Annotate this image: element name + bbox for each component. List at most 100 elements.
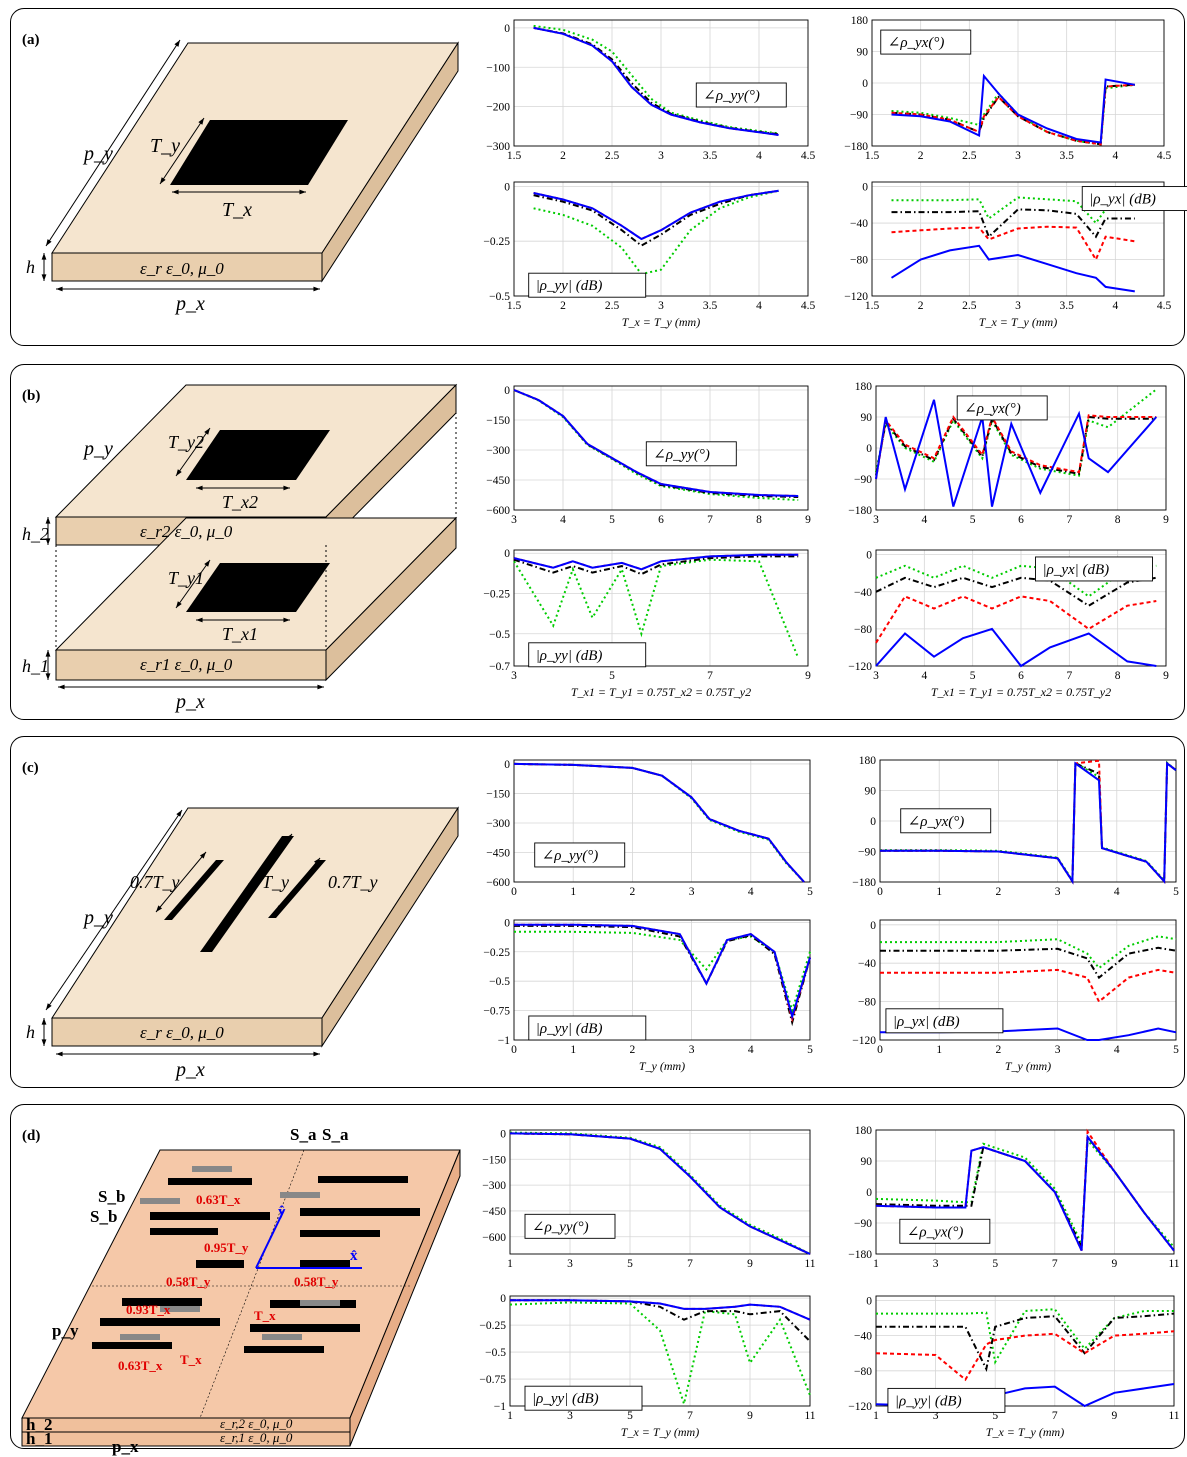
x-tick-label: 3.5 — [1059, 150, 1074, 162]
x-tick-label: 3 — [1015, 300, 1021, 312]
arrow-head — [160, 177, 166, 184]
conductor-bar — [300, 1208, 420, 1216]
arrow-head — [246, 883, 253, 890]
y-tick-label: −300 — [482, 1180, 506, 1192]
x-tick-label: 4 — [560, 514, 566, 526]
x-axis-label: T_x = T_y (mm) — [979, 315, 1057, 329]
x-tick-label: 4 — [1112, 150, 1118, 162]
x-axis-label: T_x = T_y (mm) — [621, 1425, 699, 1439]
y-tick-label: −120 — [844, 291, 868, 303]
y-tick-label: −180 — [852, 877, 876, 889]
y-tick-label: −80 — [850, 255, 868, 267]
plot-c-0: 0 1 2 3 4 5 0 −150 −300 −450 −600 ∠ρ_yy(°) — [486, 759, 813, 898]
hatched-bar — [280, 1192, 320, 1198]
plot-title-box — [534, 842, 626, 868]
x-tick-label: 2 — [918, 150, 924, 162]
plot-title-box — [528, 272, 647, 298]
series-line-3 — [880, 935, 1177, 970]
plot-frame — [509, 1295, 811, 1407]
conductor-bar — [250, 1324, 360, 1332]
plot-title: ∠ρ_yy(°) — [542, 848, 599, 864]
label-yhat: ŷ — [278, 1204, 286, 1220]
x-tick-label: 7 — [1066, 514, 1072, 526]
hatched-bar — [300, 1300, 340, 1306]
y-tick-label: −80 — [854, 1366, 872, 1378]
y-tick-label: −600 — [486, 877, 510, 889]
arrow-head — [176, 810, 182, 817]
label-063Tx-bottom: 0.63T_x — [118, 1358, 163, 1373]
x-tick-label: 2.5 — [962, 300, 977, 312]
series-line-0 — [890, 244, 1135, 293]
x-tick-label: 11 — [1168, 1258, 1179, 1270]
plot-title-box — [645, 441, 737, 467]
plot-title-box — [887, 1387, 1006, 1413]
y-tick-label: −450 — [486, 847, 510, 859]
plot-title-box — [1081, 186, 1187, 212]
y-tick-label: 0 — [862, 182, 868, 194]
x-tick-label: 9 — [1112, 1410, 1118, 1422]
conductor-bar — [92, 1342, 172, 1349]
arrow-head — [196, 617, 203, 623]
y-tick-label: −600 — [482, 1232, 506, 1244]
arrow-head — [313, 858, 320, 865]
plot-title: |ρ_yx| (dB) — [1089, 192, 1156, 208]
plot-title: ∠ρ_yx(°) — [907, 1224, 964, 1240]
plot-title-box — [956, 395, 1048, 421]
arrow-head — [58, 684, 65, 690]
y-tick-label: 90 — [865, 786, 877, 798]
label-h1: h_1 — [22, 656, 49, 676]
x-tick-label: 3.5 — [703, 150, 718, 162]
series-line-0 — [513, 553, 799, 571]
plot-b-3: 3 4 5 6 7 8 9 0 −40 −80 −120 |ρ_yx| (dB) T_x1 = T_y1… — [848, 549, 1169, 699]
plot-title-box — [528, 642, 647, 668]
conductor-bar — [150, 1212, 270, 1220]
x-tick-label: 3 — [933, 1258, 939, 1270]
x-tick-label: 9 — [805, 514, 811, 526]
arrow-head — [276, 905, 283, 912]
series-line-3 — [875, 564, 1157, 598]
x-tick-label: 4.5 — [801, 300, 816, 312]
y-tick-label: −300 — [486, 818, 510, 830]
x-tick-label: 5 — [1173, 886, 1179, 898]
slab-c-side — [321, 806, 459, 1048]
series-line-0 — [533, 26, 779, 136]
series-line-0 — [880, 761, 1177, 885]
label-Sb-1: S_b — [98, 1187, 125, 1206]
plot-title-box — [695, 82, 787, 108]
patch-b1 — [186, 563, 330, 612]
series-line-0 — [509, 1132, 811, 1255]
arrow-head — [45, 517, 51, 524]
x-tick-label: 8 — [1115, 670, 1121, 682]
x-tick-label: 5 — [627, 1258, 633, 1270]
y-tick-label: 0 — [500, 1293, 506, 1305]
x-tick-label: 5 — [807, 1044, 813, 1056]
series-line-2 — [514, 924, 811, 1027]
label-medium1: ε_r,1 ε_0, μ_0 — [220, 1430, 293, 1445]
label-h1: h_1 — [26, 1429, 52, 1448]
y-tick-label: −0.5 — [489, 976, 510, 988]
plot-a-2: 1.5 2 2.5 3 3.5 4 4.5 0 −0.25 −0.5 |ρ_yy| (dB) T_x … — [483, 181, 815, 329]
series-line-0 — [875, 399, 1158, 507]
label-Sb-2: S_b — [90, 1207, 117, 1226]
series-line-0 — [513, 762, 805, 883]
y-tick-label: 90 — [861, 412, 873, 424]
plot-frame — [879, 759, 1177, 883]
plot-a-1: 1.5 2 2.5 3 3.5 4 4.5 180 90 0 −90 −180 ∠ρ_yx(°) — [844, 15, 1171, 162]
x-tick-label: 7 — [1066, 670, 1072, 682]
arrow-head — [56, 286, 63, 292]
plot-c-2: 0 1 2 3 4 5 0 −0.25 −0.5 −0.75 −1 |ρ_yy| (dB) T_y (m… — [483, 917, 813, 1073]
arrow-head — [46, 1003, 52, 1010]
strip-left — [164, 860, 224, 920]
arrow-head — [204, 560, 210, 567]
plot-frame — [875, 1129, 1175, 1255]
diagram-a: p_y T_y T_xh ε_r ε_0, μ_0 p_x — [26, 39, 459, 315]
conductor-bar — [318, 1176, 408, 1183]
label-07Ty-right: 0.7T_y — [328, 872, 378, 892]
series-line-3 — [533, 189, 779, 276]
x-tick-label: 5 — [992, 1410, 998, 1422]
y-tick-label: −150 — [486, 788, 510, 800]
diagram-d: x̂ ŷ S_a S_a S_bS_b 0.63T_x 0.95T_y 0.58T_y 0.58… — [21, 1125, 461, 1456]
x-tick-label: 9 — [1163, 514, 1169, 526]
slab-b1-side — [325, 516, 457, 682]
diagram-b: p_y T_y2 T_x2 h_2 ε_r2 ε_0, μ_0 T_y1 T_x1 h_1 ε_… — [22, 383, 458, 713]
